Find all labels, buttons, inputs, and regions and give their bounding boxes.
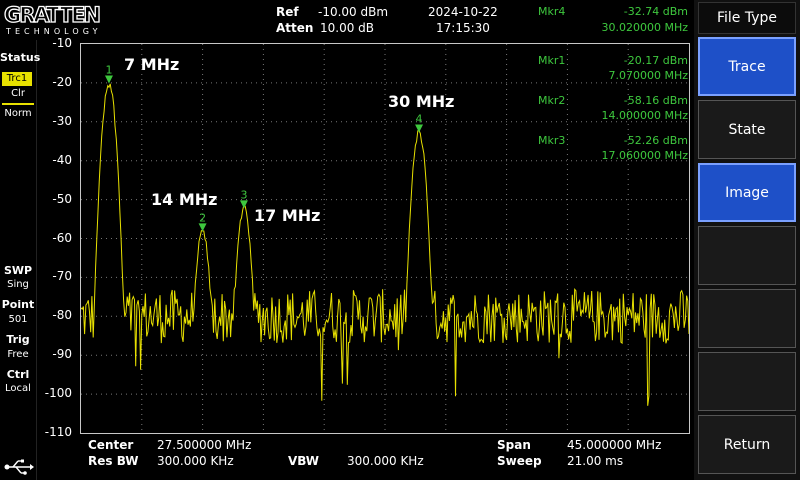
trig-value: Free (7, 349, 29, 360)
marker-triangle (198, 223, 207, 232)
svg-text:GRATTEN: GRATTEN (4, 3, 102, 27)
annotation-30mhz: 30 MHz (388, 92, 455, 111)
center-value[interactable]: 27.500000 MHz (157, 438, 252, 452)
sweep-label: Sweep (497, 454, 542, 468)
y-tick-label: -30 (52, 113, 72, 128)
vbw-label: VBW (288, 454, 320, 468)
ref-value[interactable]: -10.00 dBm (318, 5, 389, 19)
trace-mode: Clr (11, 88, 25, 99)
marker-readout-level: Mkr1 -20.17 dBm (538, 54, 688, 67)
softkey-panel: File Type Trace State Image Return (694, 0, 800, 480)
rbw-value[interactable]: 300.000 KHz (157, 454, 234, 468)
y-tick-label: -60 (52, 230, 72, 245)
marker-number: 2 (199, 211, 206, 224)
marker-number: 1 (105, 64, 112, 77)
active-marker-label: Mkr4 (538, 5, 566, 18)
status-title: Status (0, 51, 41, 64)
spectrum-svg: 1 2 3 4 (81, 44, 689, 433)
y-tick-label: -50 (52, 191, 72, 206)
marker-number: 4 (416, 112, 423, 125)
annotation-17mhz: 17 MHz (254, 206, 321, 225)
svg-text:TECHNOLOGY: TECHNOLOGY (5, 27, 100, 36)
state-softkey[interactable]: State (698, 100, 796, 159)
y-tick-label: -90 (52, 347, 72, 362)
trace-color-line (2, 103, 34, 105)
softkey-menu-title: File Type (698, 2, 796, 34)
marker-readout-level: Mkr3 -52.26 dBm (538, 134, 688, 147)
span-label: Span (497, 438, 531, 452)
y-tick-label: -20 (52, 74, 72, 89)
spectrum-plot[interactable]: 1 2 3 4 (80, 43, 690, 434)
ctrl-title: Ctrl (6, 368, 30, 381)
center-label: Center (88, 438, 134, 452)
y-tick-label: -110 (44, 425, 72, 439)
rbw-label: Res BW (88, 454, 139, 468)
point-title: Point (1, 298, 35, 311)
marker-readout-freq: 14.000000 MHz (601, 109, 688, 122)
sweep-value[interactable]: 21.00 ms (567, 454, 624, 468)
vbw-value[interactable]: 300.000 KHz (347, 454, 424, 468)
marker-triangle (104, 75, 113, 84)
y-tick-label: -100 (44, 386, 72, 401)
active-marker-freq: 30.020000 MHz (601, 21, 688, 34)
spectrum-trace (81, 83, 689, 406)
y-tick-label: -10 (52, 36, 72, 50)
trace-badge[interactable]: Trc1 (2, 72, 32, 86)
marker-triangle (239, 200, 248, 209)
empty-softkey-6[interactable] (698, 289, 796, 348)
image-softkey[interactable]: Image (698, 163, 796, 222)
marker-readout-level: Mkr2 -58.16 dBm (538, 94, 688, 107)
atten-value[interactable]: 10.00 dB (320, 21, 375, 35)
status-panel (0, 40, 37, 480)
y-tick-label: -40 (52, 152, 72, 167)
marker-readout-freq: 17.060000 MHz (601, 149, 688, 162)
swp-value: Sing (7, 279, 29, 290)
ctrl-value: Local (5, 383, 31, 394)
detector-mode: Norm (4, 108, 32, 119)
trig-title: Trig (6, 333, 30, 346)
y-tick-label: -80 (52, 308, 72, 323)
trace-softkey[interactable]: Trace (698, 37, 796, 96)
return-softkey[interactable]: Return (698, 415, 796, 474)
gratten-logo: GRATTEN TECHNOLOGY (3, 2, 102, 36)
empty-softkey-5[interactable] (698, 226, 796, 285)
point-value: 501 (8, 314, 28, 325)
marker-number: 3 (240, 188, 247, 201)
date-display: 2024-10-22 (428, 5, 498, 19)
ref-label: Ref (276, 5, 299, 19)
active-marker-level: -32.74 dBm (623, 5, 688, 18)
annotation-14mhz: 14 MHz (151, 190, 218, 209)
empty-softkey-7[interactable] (698, 352, 796, 411)
y-tick-label: -70 (52, 269, 72, 284)
span-value[interactable]: 45.000000 MHz (567, 438, 662, 452)
time-display: 17:15:30 (436, 21, 490, 35)
marker-triangle (415, 124, 424, 133)
marker-readout-freq: 7.070000 MHz (608, 69, 688, 82)
atten-label: Atten (276, 21, 314, 35)
swp-title: SWP (3, 264, 33, 277)
annotation-7mhz: 7 MHz (124, 55, 180, 74)
usb-icon (4, 459, 34, 475)
